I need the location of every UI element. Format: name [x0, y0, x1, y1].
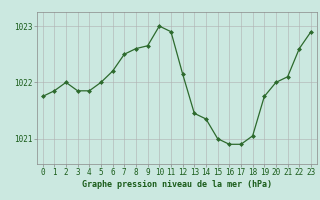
- X-axis label: Graphe pression niveau de la mer (hPa): Graphe pression niveau de la mer (hPa): [82, 180, 272, 189]
